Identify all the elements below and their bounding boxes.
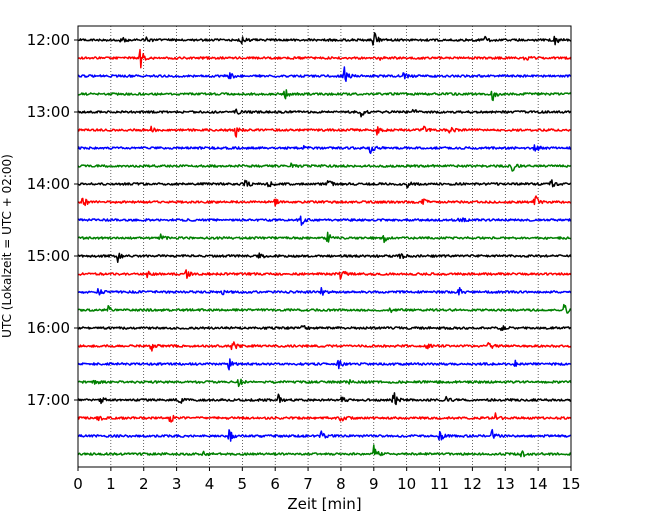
trace-1545 xyxy=(77,303,572,314)
y-tick-label: 16:00 xyxy=(27,319,70,337)
trace-1615 xyxy=(77,341,572,352)
trace-1745 xyxy=(77,444,572,458)
x-tick-label: 13 xyxy=(496,475,515,493)
trace-1645 xyxy=(77,378,572,388)
y-tick-label: 12:00 xyxy=(27,31,70,49)
y-tick-label: 17:00 xyxy=(27,391,70,409)
y-tick-label: 15:00 xyxy=(27,247,70,265)
y-tick-label: 14:00 xyxy=(27,175,70,193)
trace-1215 xyxy=(77,48,572,69)
trace-1300 xyxy=(77,108,572,118)
trace-1600 xyxy=(77,325,572,332)
trace-1245 xyxy=(77,89,572,102)
trace-1530 xyxy=(77,286,572,296)
x-tick-label: 5 xyxy=(238,475,248,493)
trace-1415 xyxy=(77,195,572,207)
trace-1445 xyxy=(77,231,572,244)
y-tick-label: 13:00 xyxy=(27,103,70,121)
plot-frame xyxy=(77,25,572,468)
trace-1630 xyxy=(77,358,572,371)
trace-1430 xyxy=(77,215,572,226)
x-tick-label: 2 xyxy=(139,475,149,493)
x-tick-label: 7 xyxy=(303,475,313,493)
trace-1730 xyxy=(77,428,572,442)
trace-1315 xyxy=(77,125,572,138)
trace-1230 xyxy=(77,66,572,83)
trace-1515 xyxy=(77,269,572,280)
x-tick-label: 6 xyxy=(270,475,280,493)
x-tick-label: 3 xyxy=(172,475,182,493)
x-axis-label: Zeit [min] xyxy=(287,495,361,513)
y-axis: 12:00 13:00 14:00 15:00 16:00 17:00 xyxy=(27,31,78,409)
x-tick-label: 0 xyxy=(73,475,83,493)
trace-1330 xyxy=(77,144,572,155)
trace-1715 xyxy=(77,412,572,423)
x-tick-label: 4 xyxy=(205,475,215,493)
x-tick-label: 8 xyxy=(336,475,346,493)
x-tick-label: 11 xyxy=(430,475,449,493)
trace-1700 xyxy=(77,392,572,406)
x-tick-label: 9 xyxy=(369,475,379,493)
x-axis: 0 1 2 3 4 5 6 7 8 9 10 11 12 13 14 15 xyxy=(73,467,581,493)
x-tick-label: 1 xyxy=(106,475,116,493)
seismic-traces xyxy=(77,32,572,458)
x-tick-label: 15 xyxy=(561,475,580,493)
x-tick-label: 10 xyxy=(397,475,416,493)
x-tick-label: 12 xyxy=(463,475,482,493)
trace-1345 xyxy=(77,162,572,172)
y-axis-label: UTC (Lokalzeit = UTC + 02:00) xyxy=(0,154,14,338)
trace-1500 xyxy=(77,252,572,264)
trace-1400 xyxy=(77,179,572,189)
trace-1200 xyxy=(77,32,572,46)
x-tick-label: 14 xyxy=(529,475,548,493)
